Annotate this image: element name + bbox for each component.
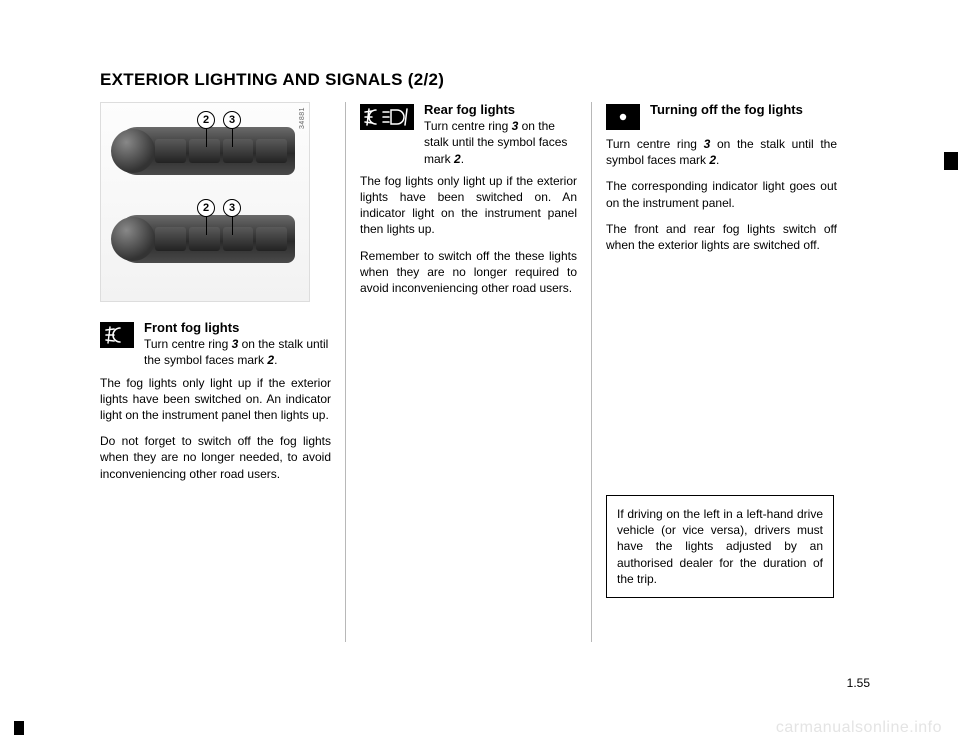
stalk-segments [155, 139, 287, 163]
front-fog-p2: The fog lights only light up if the exte… [100, 375, 331, 424]
tab-slot [944, 130, 958, 148]
stalk-cap [111, 217, 155, 261]
column-2: Rear fog lights Turn centre ring 3 on th… [346, 102, 591, 642]
manual-page: EXTERIOR LIGHTING AND SIGNALS (2/2) 3488… [100, 70, 870, 700]
rear-fog-lead: Turn centre ring 3 on the stalk until th… [424, 119, 567, 165]
drive-side-note: If driving on the left in a left-hand dr… [606, 495, 834, 598]
tab-slot [944, 174, 958, 192]
rear-fog-heading: Rear fog lights [424, 102, 577, 118]
tab-slot-active [944, 152, 958, 170]
callout-2: 2 [197, 199, 215, 217]
front-fog-p3: Do not forget to switch off the fog ligh… [100, 433, 331, 482]
rear-fog-icon [360, 104, 414, 130]
stalk-figure: 34881 2 3 2 [100, 102, 310, 302]
front-fog-heading: Front fog lights [144, 320, 331, 336]
leader-line [206, 217, 207, 235]
watermark: carmanualsonline.info [776, 719, 942, 737]
callout-3: 3 [223, 111, 241, 129]
front-fog-lead: Turn centre ring 3 on the stalk until th… [144, 337, 328, 367]
stalk-cap [111, 129, 155, 173]
front-fog-section-header: Front fog lights Turn centre ring 3 on t… [100, 320, 331, 369]
section-heading-wrap: Turning off the fog lights [650, 102, 803, 118]
page-number: 1.55 [847, 676, 870, 690]
leader-line [232, 129, 233, 147]
rear-fog-section-header: Rear fog lights Turn centre ring 3 on th… [360, 102, 577, 167]
stalk-upper [115, 127, 295, 175]
callout-2: 2 [197, 111, 215, 129]
section-heading-wrap: Rear fog lights Turn centre ring 3 on th… [424, 102, 577, 167]
leader-line [232, 217, 233, 235]
title-part: (2/2) [408, 70, 444, 89]
section-heading-wrap: Front fog lights Turn centre ring 3 on t… [144, 320, 331, 369]
fog-off-p2: The corresponding indicator light goes o… [606, 178, 837, 210]
figure-id: 34881 [298, 107, 307, 129]
title-main: EXTERIOR LIGHTING AND SIGNALS [100, 70, 403, 89]
leader-line [206, 129, 207, 147]
rear-fog-p2: The fog lights only light up if the exte… [360, 173, 577, 238]
section-tabs [944, 130, 958, 192]
front-fog-icon [100, 322, 134, 348]
footer-mark [14, 721, 24, 735]
fog-off-section-header: Turning off the fog lights [606, 102, 837, 130]
rear-fog-p3: Remember to switch off the these lights … [360, 248, 577, 297]
stalk-lower [115, 215, 295, 263]
column-1: 34881 2 3 2 [100, 102, 345, 642]
callout-3: 3 [223, 199, 241, 217]
fog-off-heading: Turning off the fog lights [650, 102, 803, 118]
page-title: EXTERIOR LIGHTING AND SIGNALS (2/2) [100, 70, 870, 90]
fog-off-icon [606, 104, 640, 130]
fog-off-p3: The front and rear fog lights switch off… [606, 221, 837, 253]
column-3: Turning off the fog lights Turn centre r… [592, 102, 837, 642]
columns: 34881 2 3 2 [100, 102, 870, 642]
fog-off-p1: Turn centre ring 3 on the stalk until th… [606, 136, 837, 168]
stalk-segments [155, 227, 287, 251]
